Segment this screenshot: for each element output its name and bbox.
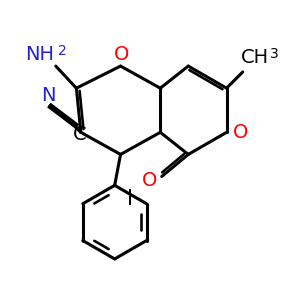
Text: N: N	[41, 86, 56, 105]
Text: I: I	[127, 189, 133, 209]
Text: NH: NH	[25, 45, 54, 64]
Text: C: C	[73, 124, 86, 144]
Text: O: O	[233, 123, 248, 142]
Text: O: O	[142, 170, 157, 190]
Text: 2: 2	[58, 44, 67, 58]
Text: O: O	[114, 45, 130, 64]
Text: CH: CH	[241, 48, 269, 67]
Text: 3: 3	[270, 47, 279, 61]
